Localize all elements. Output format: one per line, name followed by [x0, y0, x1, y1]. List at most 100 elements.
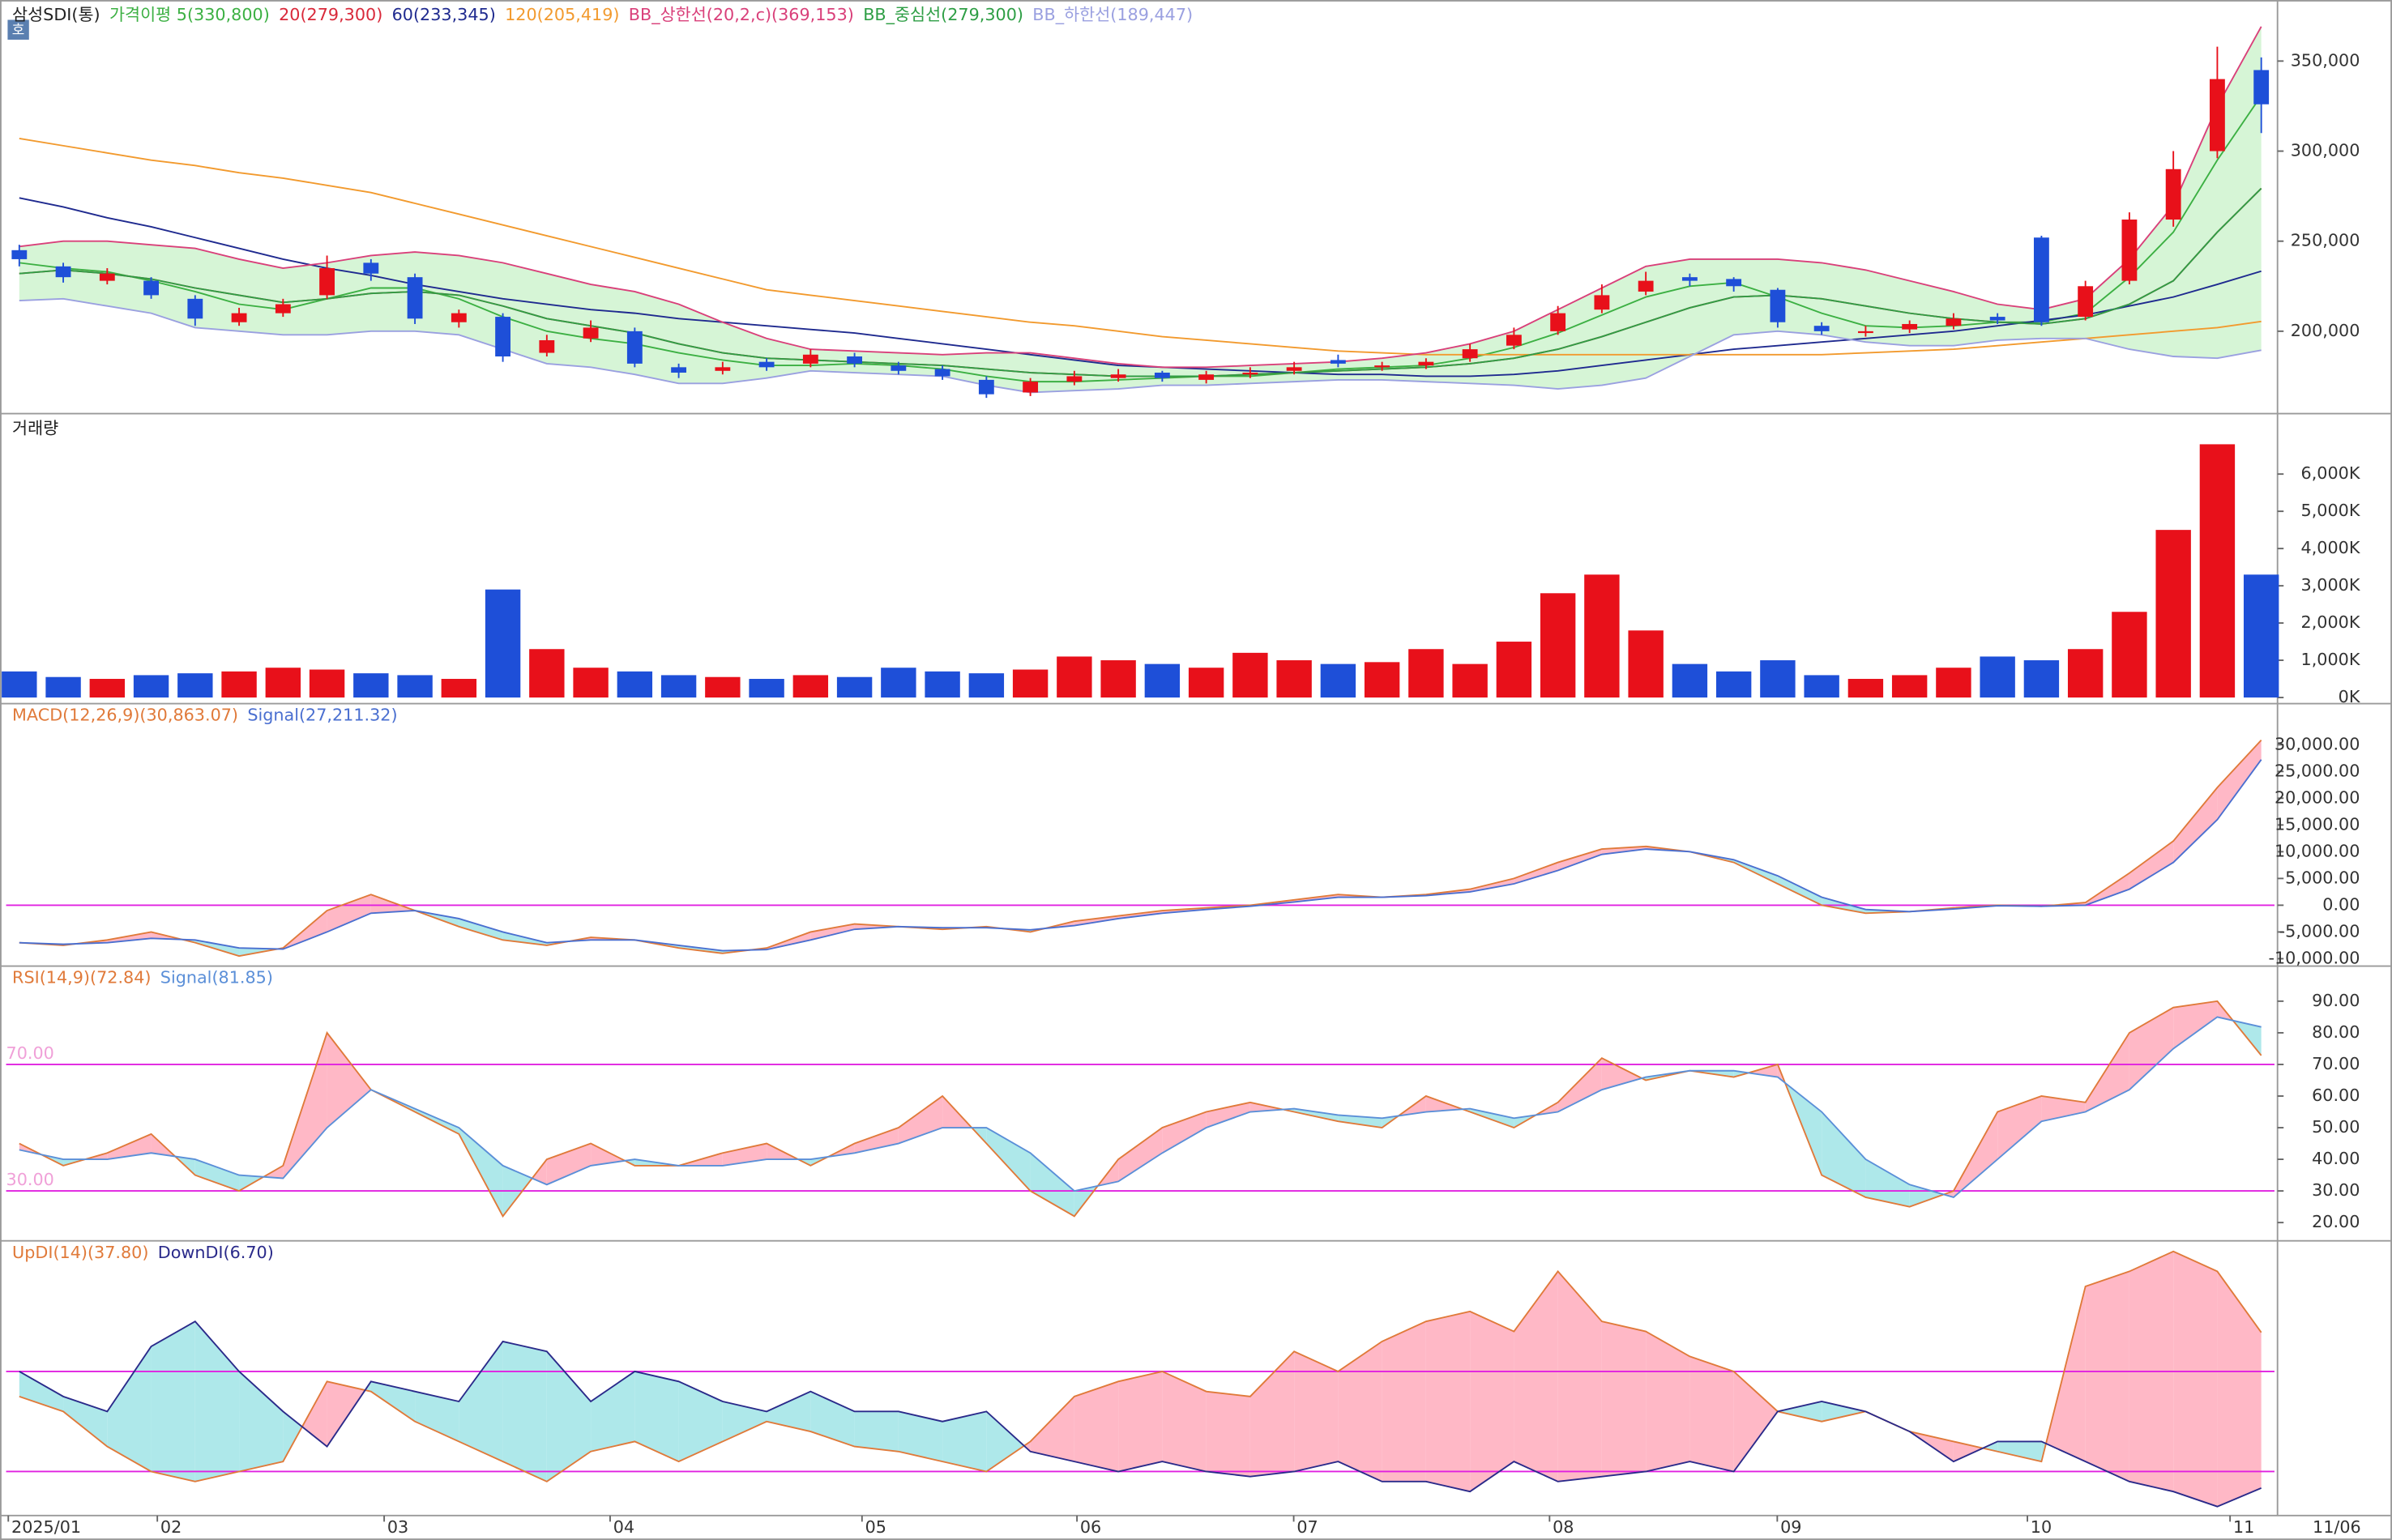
fill-area — [1601, 1058, 1642, 1090]
fill-area — [1206, 1391, 1250, 1477]
fill-area — [1118, 1128, 1163, 1182]
fill-area — [2129, 841, 2174, 889]
fill-area — [63, 1159, 86, 1166]
candle-body — [539, 339, 555, 353]
fill-area — [898, 1411, 943, 1462]
volume-bar — [133, 675, 169, 698]
reference-label: 70.00 — [6, 1043, 54, 1063]
fill-area — [107, 1346, 152, 1472]
fill-area — [1162, 1111, 1207, 1154]
volume-bar — [1540, 593, 1576, 698]
candle-body — [495, 317, 511, 356]
volume-bar — [2, 671, 37, 698]
candle-body — [1418, 361, 1434, 366]
y-tick-label: 40.00 — [2312, 1149, 2360, 1168]
fill-area — [722, 1401, 767, 1442]
volume-bar — [2199, 444, 2236, 698]
volume-bar — [749, 679, 784, 698]
candle-body — [1594, 295, 1610, 310]
fill-area — [986, 1411, 1024, 1472]
fill-area — [1909, 1184, 1944, 1207]
volume-bar — [1232, 652, 1268, 698]
y-tick-label: 25,000.00 — [2275, 761, 2360, 780]
series-line — [19, 739, 2262, 958]
legend-entry: MACD(12,26,9)(30,863.07) — [12, 706, 238, 725]
fill-area — [415, 1391, 459, 1442]
volume-bar — [309, 669, 345, 698]
series-line — [19, 197, 2262, 378]
fill-area — [2217, 1271, 2262, 1507]
candle-body — [231, 313, 247, 322]
y-tick-label: 200,000 — [2291, 321, 2360, 340]
fill-area — [1953, 1441, 1984, 1462]
candle-body — [1506, 335, 1522, 346]
fill-area — [459, 918, 503, 941]
candle-body — [1066, 376, 1083, 382]
series-line — [19, 1016, 2262, 1198]
candle-body — [99, 273, 115, 281]
y-tick-label: 2,000K — [2301, 612, 2361, 632]
fill-area — [2173, 1251, 2218, 1507]
fill-area — [1162, 1371, 1207, 1472]
candle-body — [802, 354, 818, 364]
candle-body — [891, 365, 907, 371]
volume-bar — [836, 676, 873, 698]
fill-area — [1294, 1351, 1339, 1472]
fill-area — [1398, 1095, 1426, 1116]
fill-area — [107, 1133, 152, 1160]
fill-area — [2232, 1020, 2262, 1056]
candle-body — [715, 367, 731, 371]
volume-bar — [45, 676, 81, 698]
candle-body — [1946, 318, 1962, 326]
volume-bar — [1012, 669, 1049, 698]
volume-bar — [617, 671, 653, 698]
panel-title: 거래량 — [12, 418, 58, 437]
fill-area — [678, 1381, 723, 1462]
fill-area — [854, 1411, 899, 1452]
y-tick-label: 60.00 — [2312, 1086, 2360, 1105]
candle-body — [187, 298, 203, 319]
x-tick-label: 04 — [613, 1517, 634, 1537]
candle-body — [758, 361, 775, 368]
fill-area — [591, 1371, 635, 1452]
fill-area — [1514, 862, 1558, 884]
fill-area — [942, 1411, 987, 1472]
fill-area — [1557, 1271, 1602, 1482]
candle-body — [2033, 237, 2049, 322]
candle-body — [1726, 279, 1742, 287]
candle-body — [2253, 70, 2270, 105]
candle-body — [583, 327, 599, 339]
legend-entry: RSI(14,9)(72.84) — [12, 968, 151, 988]
y-tick-label: 300,000 — [2291, 141, 2360, 160]
volume-bar — [1408, 649, 1444, 698]
fill-area — [1997, 1441, 2042, 1462]
bollinger-band — [19, 26, 2262, 393]
fill-area — [370, 1381, 416, 1422]
volume-bar — [1364, 662, 1400, 698]
volume-bar — [1891, 675, 1928, 698]
volume-bar — [925, 671, 960, 698]
fill-area — [1865, 1159, 1910, 1207]
fill-area — [2129, 1007, 2174, 1090]
fill-area — [1118, 1371, 1163, 1472]
legend-entry: DownDI(6.70) — [158, 1243, 274, 1262]
fill-area — [591, 1143, 626, 1166]
legend-entry: 60(233,345) — [392, 5, 496, 24]
volume-bar — [2112, 612, 2147, 698]
volume-bar — [881, 668, 916, 698]
fill-area — [797, 1159, 811, 1166]
candle-body — [1110, 374, 1126, 378]
fill-area — [1382, 1321, 1426, 1482]
y-tick-label: 0.00 — [2322, 894, 2360, 914]
fill-area — [810, 1391, 855, 1447]
volume-bar — [573, 668, 609, 698]
candle-body — [1681, 277, 1698, 281]
fill-area — [194, 1321, 240, 1482]
fill-area — [1338, 1341, 1382, 1482]
volume-bar — [441, 679, 477, 698]
legend-entry: 120(205,419) — [505, 5, 619, 24]
y-tick-label: -5,000.00 — [2279, 921, 2360, 941]
candle-body — [1330, 360, 1346, 364]
volume-bar — [89, 679, 126, 698]
